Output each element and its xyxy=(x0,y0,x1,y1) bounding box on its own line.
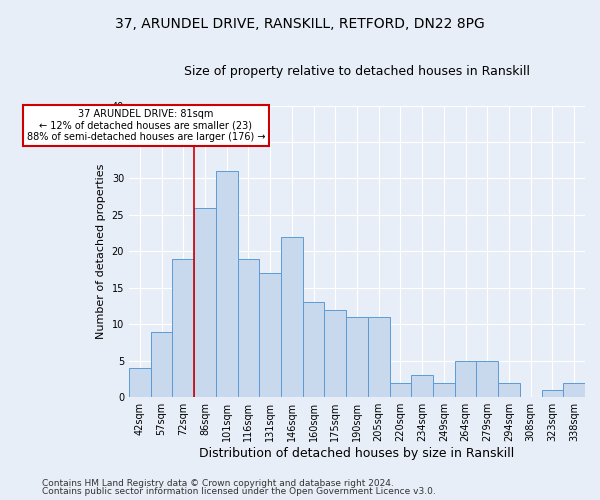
Text: Contains public sector information licensed under the Open Government Licence v3: Contains public sector information licen… xyxy=(42,487,436,496)
Bar xyxy=(281,237,303,397)
Text: 37, ARUNDEL DRIVE, RANSKILL, RETFORD, DN22 8PG: 37, ARUNDEL DRIVE, RANSKILL, RETFORD, DN… xyxy=(115,18,485,32)
Bar xyxy=(368,317,389,397)
Bar xyxy=(151,332,172,397)
Bar xyxy=(238,258,259,397)
Bar xyxy=(411,376,433,397)
X-axis label: Distribution of detached houses by size in Ranskill: Distribution of detached houses by size … xyxy=(199,447,515,460)
Bar xyxy=(325,310,346,397)
Bar xyxy=(455,361,476,397)
Bar xyxy=(433,382,455,397)
Title: Size of property relative to detached houses in Ranskill: Size of property relative to detached ho… xyxy=(184,65,530,78)
Bar xyxy=(563,382,585,397)
Bar xyxy=(216,171,238,397)
Text: 37 ARUNDEL DRIVE: 81sqm
← 12% of detached houses are smaller (23)
88% of semi-de: 37 ARUNDEL DRIVE: 81sqm ← 12% of detache… xyxy=(26,109,265,142)
Bar xyxy=(389,382,411,397)
Bar xyxy=(498,382,520,397)
Bar xyxy=(172,258,194,397)
Bar xyxy=(259,274,281,397)
Bar xyxy=(303,302,325,397)
Text: Contains HM Land Registry data © Crown copyright and database right 2024.: Contains HM Land Registry data © Crown c… xyxy=(42,478,394,488)
Bar xyxy=(129,368,151,397)
Bar xyxy=(346,317,368,397)
Bar xyxy=(194,208,216,397)
Bar xyxy=(542,390,563,397)
Bar xyxy=(476,361,498,397)
Y-axis label: Number of detached properties: Number of detached properties xyxy=(96,164,106,339)
